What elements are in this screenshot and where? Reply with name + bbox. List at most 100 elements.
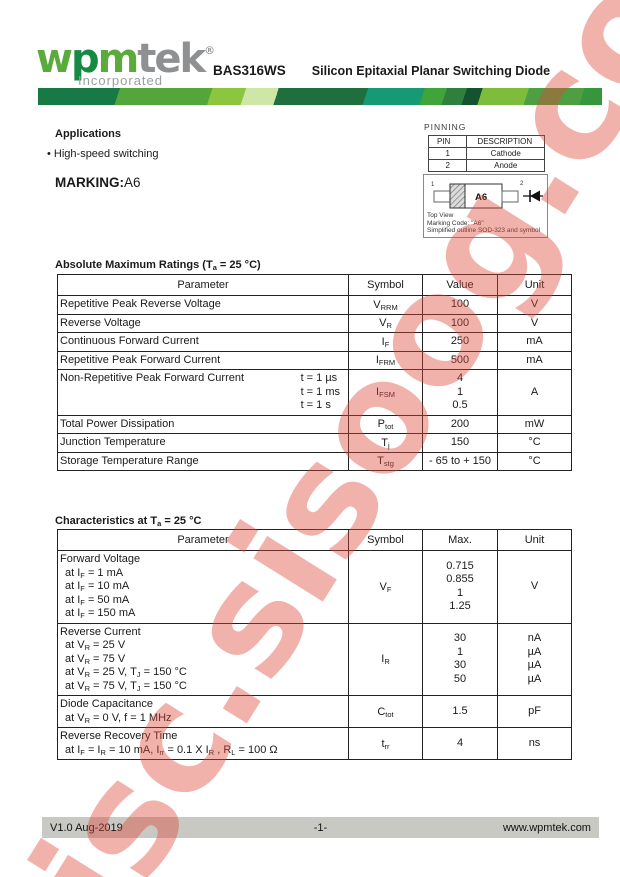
table-row: Junction Temperature Tj 150 °C	[57, 433, 572, 453]
table-row: Reverse Recovery Time at IF = IR = 10 mA,…	[57, 727, 572, 760]
column-header: Value	[422, 274, 498, 296]
part-number: BAS316WS	[213, 63, 286, 78]
value-cell: 4 1 0.5	[422, 369, 498, 416]
caption-marking-code: Marking Code: "A6"	[427, 219, 484, 227]
column-header: Parameter	[57, 274, 349, 296]
symbol-cell: IFSM	[348, 369, 423, 416]
applications-item: • High-speed switching	[47, 148, 159, 160]
footer-version: V1.0 Aug-2019	[50, 821, 123, 834]
parameter-cell: Storage Temperature Range	[57, 451, 349, 471]
header-accent-bar	[38, 88, 602, 105]
table-row: Continuous Forward Current IF 250 mA	[57, 332, 572, 352]
unit-cell: mA	[497, 332, 572, 352]
column-header: Unit	[497, 274, 572, 296]
left-lead	[433, 190, 451, 203]
unit-cell: V	[497, 295, 572, 315]
pinning-col-pin: PIN	[427, 135, 468, 148]
cathode-band	[449, 183, 466, 209]
symbol-cell: Ctot	[348, 695, 423, 728]
value-cell: 500	[422, 350, 498, 370]
caption-outline: Simplified outline SOD-323 and symbol	[427, 227, 541, 234]
pinning-heading: PINNING	[424, 122, 467, 132]
company-logo: wpmtek® Incorporated	[36, 32, 215, 88]
unit-cell: mA	[497, 350, 572, 370]
page-title: Silicon Epitaxial Planar Switching Diode	[311, 64, 551, 78]
value-cell: 100	[422, 295, 498, 315]
footer-bar: V1.0 Aug-2019 -1- www.wpmtek.com	[42, 817, 599, 838]
package-drawing: 1 A6 2	[431, 181, 543, 209]
unit-cell: pF	[497, 695, 572, 728]
parameter-cell: Repetitive Peak Reverse Voltage	[57, 295, 349, 315]
parameter-cell: Reverse Voltage	[57, 313, 349, 333]
package-marking-text: A6	[475, 192, 487, 203]
right-lead	[501, 190, 519, 203]
unit-cell: V	[497, 313, 572, 333]
unit-cell: mW	[497, 414, 572, 434]
applications-heading: Applications	[55, 128, 122, 140]
logo-wordmark: wpmtek®	[36, 32, 215, 79]
outline-captions: Top View Marking Code: "A6" Simplified o…	[427, 212, 544, 235]
column-header: Symbol	[348, 274, 423, 296]
symbol-cell: Ptot	[348, 414, 423, 434]
parameter-cell: Total Power Dissipation	[57, 414, 349, 434]
logo-letter-m: m	[97, 36, 140, 82]
abs-max-table: Parameter Symbol Value Unit Repetitive Peak …	[57, 274, 572, 471]
pinning-row: 1 Cathode	[427, 147, 545, 160]
table-row: Repetitive Peak Reverse Voltage VRRM 100 V	[57, 295, 572, 315]
table-row: Non-Repetitive Peak Forward Current t = 1…	[57, 369, 572, 416]
logo-letter-p: p	[70, 36, 100, 82]
symbol-cell: VF	[348, 550, 423, 624]
diode-symbol-icon	[530, 190, 540, 202]
marking-label: MARKING:	[55, 175, 124, 190]
logo-letter-w: w	[36, 36, 73, 82]
pin1-label: 1	[431, 182, 435, 188]
pinning-row: 2 Anode	[427, 159, 545, 172]
table-row: Repetitive Peak Forward Current IFRM 500 mA	[57, 350, 572, 370]
unit-cell: °C	[497, 433, 572, 453]
parameter-cell: Diode Capacitance at VR = 0 V, f = 1 MHz	[57, 695, 349, 728]
table-row: Diode Capacitance at VR = 0 V, f = 1 MHz C…	[57, 695, 572, 728]
header-row: Parameter Symbol Value Unit	[57, 274, 572, 296]
table-row: Storage Temperature Range Tstg - 65 to + 1…	[57, 451, 572, 471]
pinning-table: PIN DESCRIPTION 1 Cathode 2 Anode	[427, 135, 545, 172]
symbol-cell: IR	[348, 622, 423, 696]
marking-line: MARKING:A6	[55, 175, 141, 190]
pin-number-cell: 1	[427, 147, 468, 160]
value-cell: 0.715 0.855 1 1.25	[422, 550, 498, 624]
column-header: Parameter	[57, 529, 349, 551]
value-cell: 100	[422, 313, 498, 333]
footer-page-number: -1-	[313, 821, 328, 834]
package-outline-box: 1 A6 2 Top View Marking Code: "A6" Simpl…	[423, 174, 548, 238]
value-cell: 4	[422, 727, 498, 760]
parameter-cell: Repetitive Peak Forward Current	[57, 350, 349, 370]
column-header: Max.	[422, 529, 498, 551]
symbol-cell: trr	[348, 727, 423, 760]
table-row: Reverse Voltage VR 100 V	[57, 313, 572, 333]
unit-cell: A	[497, 369, 572, 416]
pinning-header-row: PIN DESCRIPTION	[427, 135, 545, 148]
value-cell: - 65 to + 150	[422, 451, 498, 471]
logo-tek: tek	[137, 36, 206, 82]
symbol-cell: VRRM	[348, 295, 423, 315]
parameter-cell: Reverse Recovery Time at IF = IR = 10 mA,…	[57, 727, 349, 760]
parameter-cell: Forward Voltage at IF = 1 mA at IF = 10 mA…	[57, 550, 349, 624]
column-header: Symbol	[348, 529, 423, 551]
pin-description-cell: Cathode	[466, 147, 545, 160]
value-cell: 1.5	[422, 695, 498, 728]
value-cell: 200	[422, 414, 498, 434]
table-row: Forward Voltage at IF = 1 mA at IF = 10 mA…	[57, 550, 572, 624]
pin-description-cell: Anode	[466, 159, 545, 172]
caption-top-view: Top View	[427, 212, 454, 219]
unit-cell: V	[497, 550, 572, 624]
document-title-row: BAS316WS Silicon Epitaxial Planar Switch…	[213, 63, 550, 78]
value-cell: 30 1 30 50	[422, 622, 498, 696]
abs-max-title: Absolute Maximum Ratings (Ta = 25 °C)	[55, 259, 261, 272]
footer-website: www.wpmtek.com	[502, 821, 591, 834]
characteristics-table: Parameter Symbol Max. Unit Forward Voltage at…	[57, 529, 572, 760]
characteristics-title: Characteristics at Ta = 25 °C	[55, 515, 202, 528]
symbol-cell: Tj	[348, 433, 423, 453]
symbol-cell: IF	[348, 332, 423, 352]
